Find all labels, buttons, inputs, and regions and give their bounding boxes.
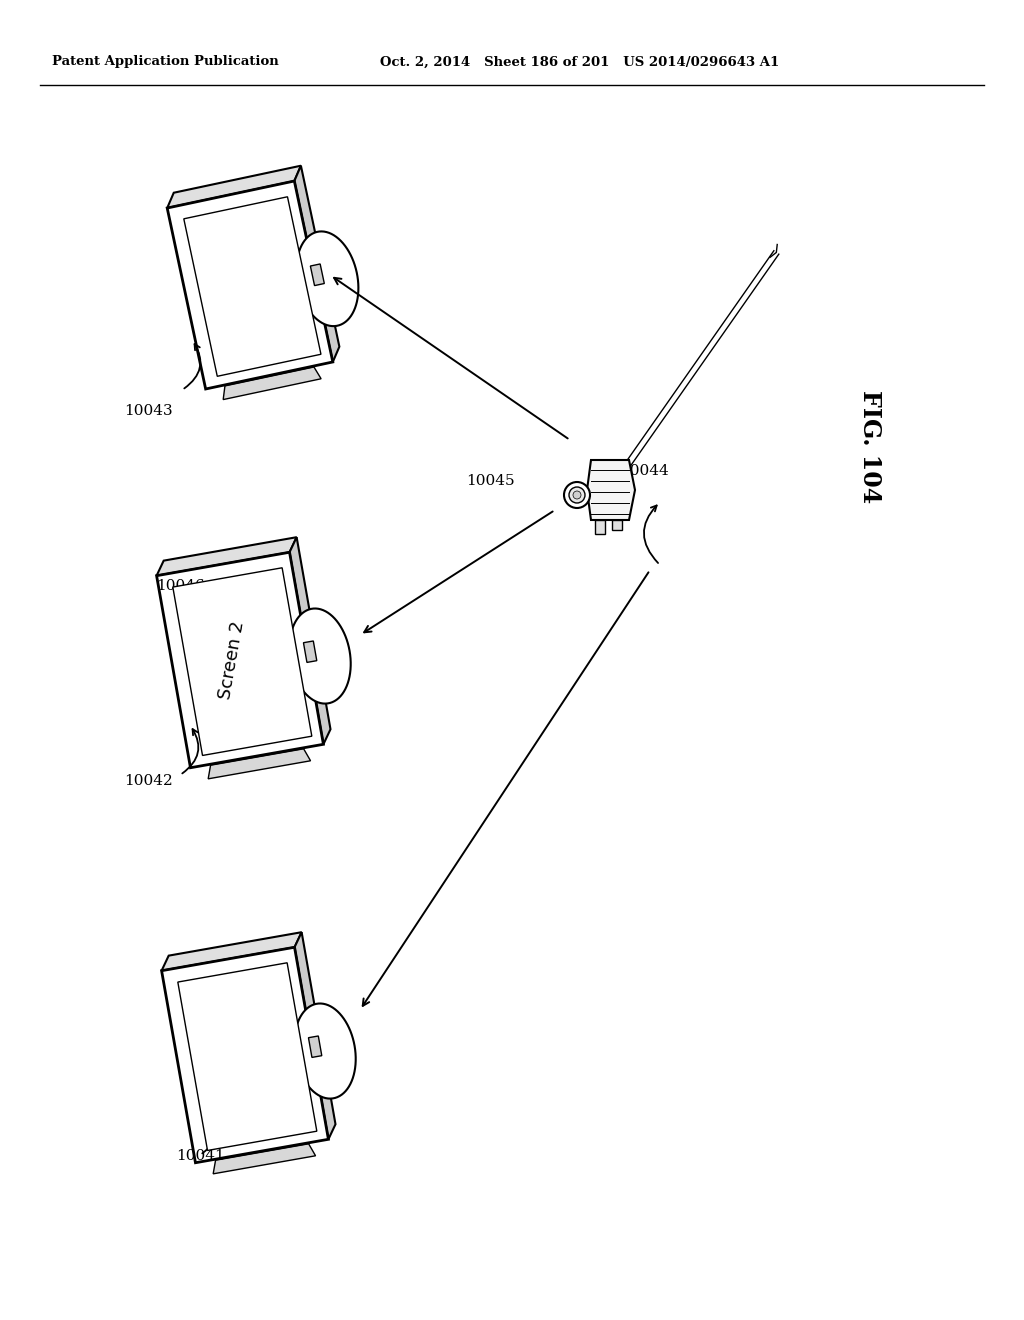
- Polygon shape: [178, 962, 316, 1151]
- Polygon shape: [167, 181, 333, 389]
- Polygon shape: [612, 520, 622, 531]
- Text: 10044: 10044: [621, 465, 670, 478]
- Polygon shape: [296, 231, 358, 326]
- Polygon shape: [310, 264, 325, 285]
- Polygon shape: [303, 642, 316, 663]
- Polygon shape: [213, 1144, 315, 1173]
- Text: 10046: 10046: [156, 579, 205, 593]
- Circle shape: [564, 482, 590, 508]
- Polygon shape: [183, 197, 321, 376]
- Text: 10045: 10045: [466, 474, 514, 488]
- Polygon shape: [157, 537, 297, 576]
- Text: 10041: 10041: [176, 1148, 224, 1163]
- Text: 10042: 10042: [124, 774, 172, 788]
- Polygon shape: [295, 932, 336, 1139]
- Polygon shape: [294, 1003, 355, 1098]
- Polygon shape: [223, 367, 322, 400]
- Polygon shape: [290, 537, 331, 744]
- Polygon shape: [308, 1036, 322, 1057]
- Circle shape: [569, 487, 585, 503]
- Text: Patent Application Publication: Patent Application Publication: [52, 55, 279, 69]
- Polygon shape: [167, 166, 301, 209]
- Polygon shape: [173, 568, 312, 755]
- Polygon shape: [157, 552, 324, 768]
- Polygon shape: [290, 609, 350, 704]
- Polygon shape: [587, 459, 635, 520]
- Text: FIG. 104: FIG. 104: [858, 389, 882, 503]
- Polygon shape: [162, 948, 329, 1163]
- Text: Oct. 2, 2014   Sheet 186 of 201   US 2014/0296643 A1: Oct. 2, 2014 Sheet 186 of 201 US 2014/02…: [380, 55, 779, 69]
- Text: 10043: 10043: [124, 404, 172, 418]
- Circle shape: [573, 491, 581, 499]
- Polygon shape: [595, 520, 605, 535]
- Text: Screen 2: Screen 2: [216, 619, 248, 701]
- Polygon shape: [294, 166, 339, 362]
- Polygon shape: [162, 932, 302, 970]
- Polygon shape: [208, 748, 310, 779]
